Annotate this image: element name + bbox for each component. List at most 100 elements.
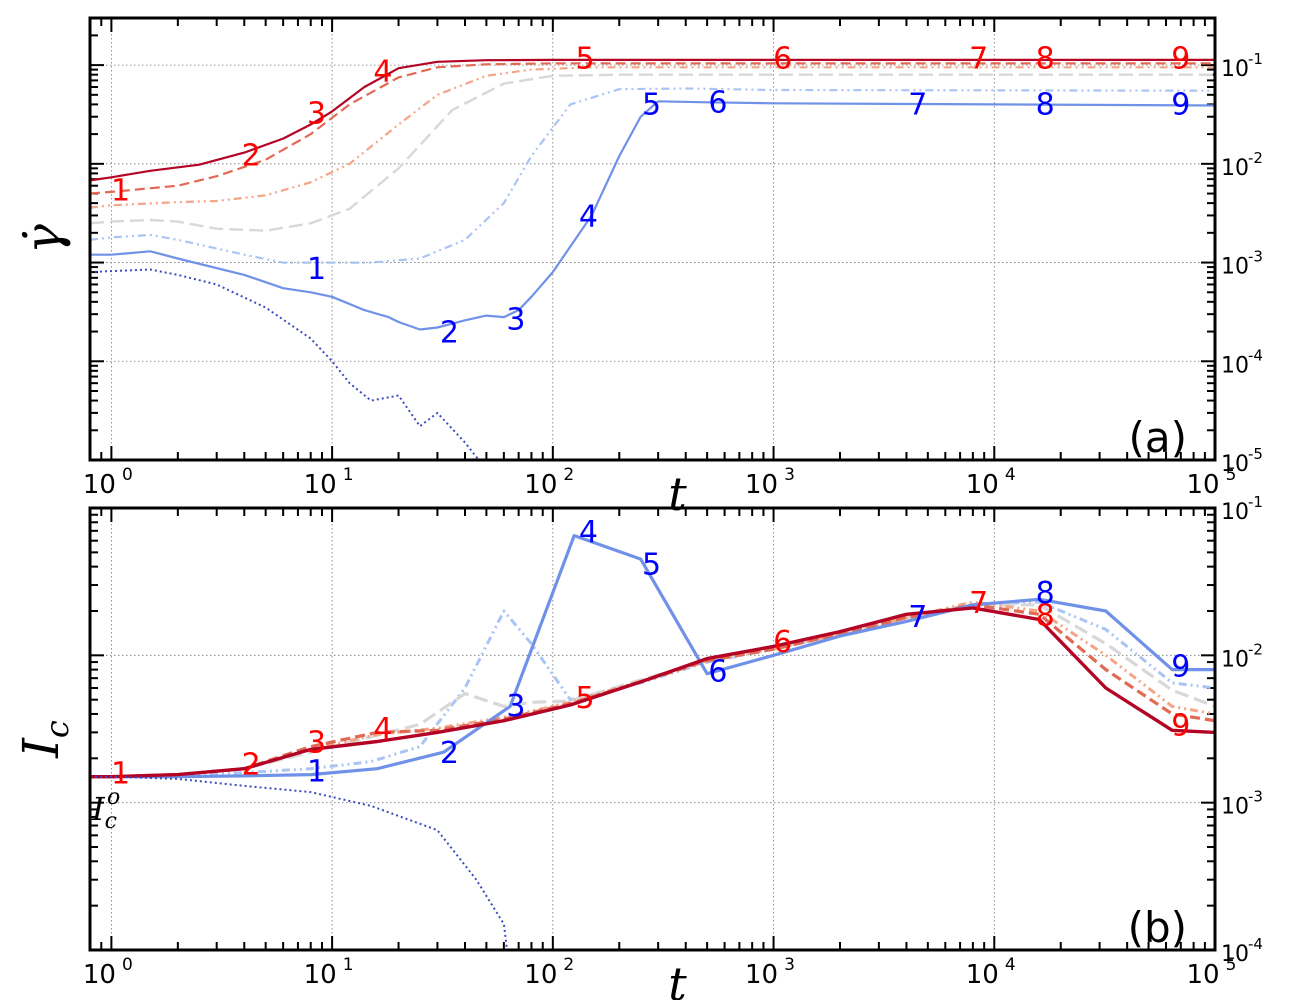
annotation-label: 8 xyxy=(1036,41,1055,76)
plot-frame xyxy=(88,16,1217,462)
annotation-label: 1 xyxy=(307,252,326,287)
series-line-blue-solid xyxy=(90,100,1215,331)
y-tick-label: 10 xyxy=(1221,353,1249,378)
series-line-red-solid xyxy=(90,58,1215,182)
annotation-label: 6 xyxy=(773,625,792,660)
x-tick-label-exp: 2 xyxy=(563,465,574,485)
y-tick-label-exp: -3 xyxy=(1248,248,1263,266)
annotation-label: 2 xyxy=(242,747,261,782)
annotation-label: 6 xyxy=(773,41,792,76)
panel-label: (b) xyxy=(1128,903,1187,952)
x-tick-label-exp: 1 xyxy=(343,955,354,975)
x-tick-label: 10 xyxy=(304,470,337,500)
y-tick-label: 10 xyxy=(1221,500,1249,525)
y-tick-label: 10 xyxy=(1221,647,1249,672)
grid xyxy=(90,508,1215,950)
annotation-label: 9 xyxy=(1171,41,1190,76)
series-line-salmon-dashed xyxy=(90,62,1215,195)
annotation-label: 4 xyxy=(373,712,392,747)
annotation-label: 9 xyxy=(1171,708,1190,743)
annotation-label: 2 xyxy=(242,138,261,173)
series-line-red-solid xyxy=(90,606,1215,779)
series-line-lightblue-dashdot xyxy=(90,600,1215,779)
annotation-label: 8 xyxy=(1036,598,1055,633)
x-tick-label: 10 xyxy=(745,960,778,990)
x-tick-label-exp: 2 xyxy=(563,955,574,975)
series-group xyxy=(90,58,1215,460)
x-tick-label-exp: 3 xyxy=(784,955,795,975)
y-axis-label: Ic xyxy=(12,720,76,759)
annotation-label: 5 xyxy=(642,87,661,122)
x-tick-label-exp: 1 xyxy=(343,465,354,485)
x-tick-label: 10 xyxy=(304,960,337,990)
x-tick-label: 10 xyxy=(1186,470,1219,500)
x-tick-label: 10 xyxy=(745,470,778,500)
y-tick-label: 10 xyxy=(1221,452,1249,477)
x-tick-label-exp: 4 xyxy=(1005,955,1016,975)
x-tick-label: 10 xyxy=(524,960,557,990)
y-tick-label-exp: -2 xyxy=(1248,640,1263,658)
x-tick-label-exp: 5 xyxy=(1226,955,1237,975)
panel-a: 10 0 10 1 10 2 10 3 10 4 10 510 -110 -210 -310 -410 -5tγ… xyxy=(14,16,1263,521)
series-line-blue-solid xyxy=(90,533,1215,779)
annotation-label: 7 xyxy=(908,600,927,635)
x-tick-label-exp: 0 xyxy=(122,465,133,485)
x-tick-label: 10 xyxy=(83,470,116,500)
reference-label: Ico xyxy=(91,785,120,834)
annotation-label: 4 xyxy=(373,55,392,90)
y-tick-label-exp: -3 xyxy=(1248,788,1263,806)
axis-ticks xyxy=(89,17,1216,461)
annotation-label: 3 xyxy=(506,689,525,724)
x-tick-label: 10 xyxy=(524,470,557,500)
y-tick-label-exp: -1 xyxy=(1248,50,1263,68)
y-tick-label: 10 xyxy=(1221,795,1249,820)
y-tick-label-exp: -1 xyxy=(1248,493,1263,511)
series-line-lightblue-dashdot xyxy=(90,87,1215,264)
annotation-label: 8 xyxy=(1036,87,1055,122)
annotation-label: 1 xyxy=(111,757,130,792)
x-tick-label-exp: 4 xyxy=(1005,465,1016,485)
y-tick-label: 10 xyxy=(1221,255,1249,280)
x-axis-label: t xyxy=(668,467,687,521)
series-group xyxy=(90,533,1215,950)
annotation-label: 8 xyxy=(1036,576,1055,611)
series-line-navy-dotted xyxy=(90,268,481,460)
panel-label: (a) xyxy=(1128,413,1187,462)
annotation-label: 9 xyxy=(1171,87,1190,122)
x-tick-label: 10 xyxy=(966,960,999,990)
annotation-label: 7 xyxy=(908,87,927,122)
x-tick-label-exp: 5 xyxy=(1226,465,1237,485)
x-axis-label: t xyxy=(668,957,687,1000)
annotation-label: 5 xyxy=(576,681,595,716)
annotation-label: 2 xyxy=(440,316,459,351)
annotation-label: 7 xyxy=(969,41,988,76)
y-tick-label: 10 xyxy=(1221,156,1249,181)
annotation-label: 4 xyxy=(579,199,598,234)
series-line-grey-dashed xyxy=(90,73,1215,232)
y-tick-label-exp: -4 xyxy=(1248,346,1263,364)
annotation-label: 2 xyxy=(440,736,459,771)
y-tick-label-exp: -4 xyxy=(1248,935,1263,953)
panel-b: 10 0 10 1 10 2 10 3 10 4 10 510 -110 -210 -310 -4tIcIco… xyxy=(12,493,1263,1000)
grid xyxy=(90,18,1215,460)
y-tick-label: 10 xyxy=(1221,57,1249,82)
x-tick-label-exp: 0 xyxy=(122,955,133,975)
annotation-label: 9 xyxy=(1171,650,1190,685)
y-tick-label-exp: -2 xyxy=(1248,149,1263,167)
annotation-label: 1 xyxy=(307,755,326,790)
annotation-label: 6 xyxy=(708,654,727,689)
annotation-label: 4 xyxy=(579,515,598,550)
y-tick-label: 10 xyxy=(1221,942,1249,967)
annotation-label: 3 xyxy=(307,97,326,132)
x-tick-label: 10 xyxy=(1186,960,1219,990)
annotation-label: 1 xyxy=(111,173,130,208)
x-tick-label: 10 xyxy=(966,470,999,500)
annotation-label: 5 xyxy=(642,548,661,583)
annotation-label: 5 xyxy=(576,41,595,76)
y-axis-label: γ̇ xyxy=(14,224,72,254)
y-tick-label-exp: -5 xyxy=(1248,445,1263,463)
annotation-label: 3 xyxy=(506,303,525,338)
plot-frame xyxy=(88,506,1217,952)
x-tick-label: 10 xyxy=(83,960,116,990)
